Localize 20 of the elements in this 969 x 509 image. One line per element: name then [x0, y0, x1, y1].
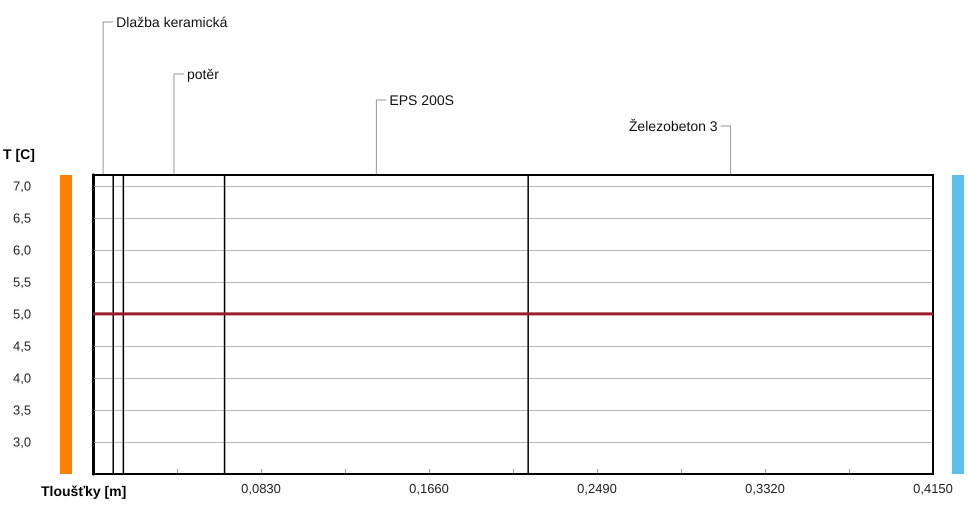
y-tick-label: 5,0	[13, 306, 32, 322]
x-tick-label: 0,2490	[577, 481, 617, 496]
y-tick-label: 7,0	[13, 178, 32, 194]
y-tick-label: 6,0	[13, 242, 32, 258]
y-tick-label: 3,5	[13, 402, 32, 418]
x-axis-title: Tloušťky [m]	[41, 483, 126, 499]
text: EPS 200S	[389, 92, 454, 108]
y-tick-label: 6,5	[13, 210, 32, 226]
y-tick-label: 3,0	[13, 434, 32, 450]
y-tick-label: 4,5	[13, 338, 32, 354]
text: potěr	[186, 66, 220, 82]
x-tick-label: 0,3320	[745, 481, 785, 496]
x-tick-label: 0,1660	[409, 481, 449, 496]
y-tick-label: 4,0	[13, 370, 32, 386]
y-axis-title: T [C]	[3, 146, 35, 162]
text: Železobeton 3	[628, 118, 718, 134]
text: Dlažba keramická	[116, 14, 228, 30]
y-tick-label: 5,5	[13, 274, 32, 290]
x-tick-label: 0,4150	[913, 481, 953, 496]
x-tick-label: 0,0830	[241, 481, 281, 496]
